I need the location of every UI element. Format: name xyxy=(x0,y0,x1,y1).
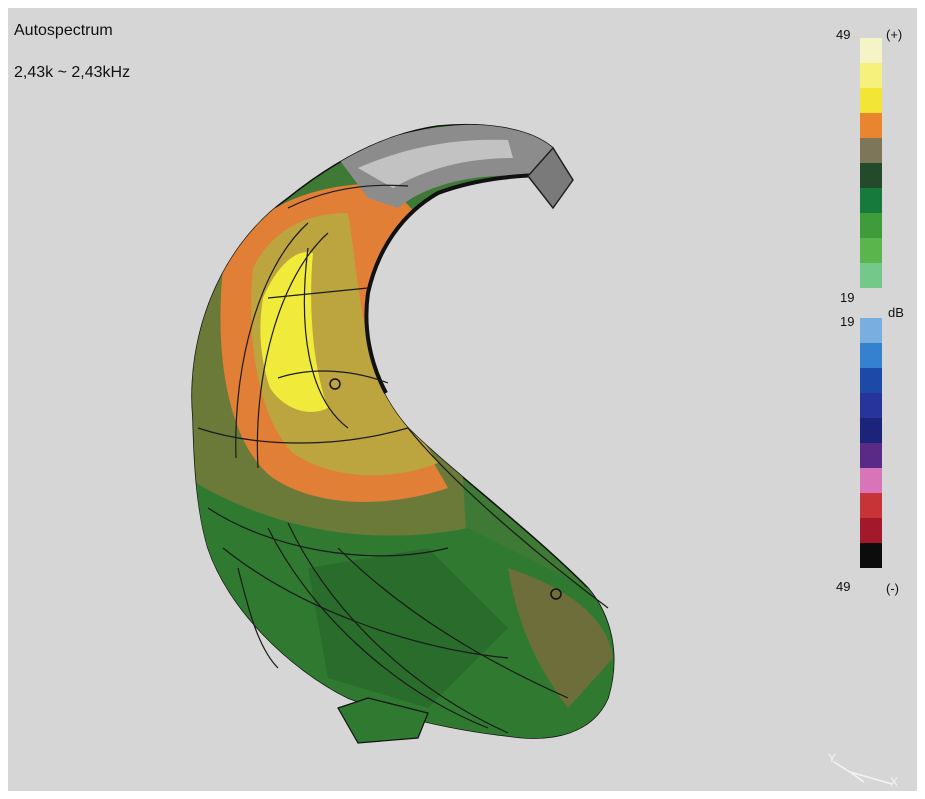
mesh-lines xyxy=(197,184,609,734)
scale-upper-segment xyxy=(860,38,882,63)
scale-positive-sign: (+) xyxy=(886,27,903,42)
frequency-range-label: 2,43k ~ 2,43kHz xyxy=(14,64,131,81)
scale-upper-segment xyxy=(860,238,882,263)
screw-upper-icon xyxy=(329,378,341,390)
scale-upper-segment xyxy=(860,188,882,213)
scale-lower-segment xyxy=(860,543,882,568)
color-scale xyxy=(860,38,882,568)
scale-bottom-value: 49 xyxy=(836,579,851,594)
scale-lower-top-value: 19 xyxy=(840,314,855,329)
view-title: Autospectrum xyxy=(14,22,113,39)
scale-upper-segment xyxy=(860,263,882,288)
scale-negative-sign: (-) xyxy=(886,581,899,596)
scale-unit: dB xyxy=(888,305,904,320)
hook-inner-edge xyxy=(364,173,569,394)
autospectrum-viewport[interactable]: Autospectrum 2,43k ~ 2,43kHz xyxy=(8,8,917,791)
screw-lower-icon xyxy=(550,588,562,600)
scale-upper-bottom-value: 19 xyxy=(840,290,855,305)
scale-top-value: 49 xyxy=(836,27,851,42)
axis-x-label: X xyxy=(890,775,898,789)
bottom-connector xyxy=(337,697,429,744)
scale-lower-segment xyxy=(860,418,882,443)
scale-lower-segment xyxy=(860,318,882,343)
scale-upper-segment xyxy=(860,213,882,238)
axis-y-label: Y xyxy=(828,751,836,765)
scale-upper-segment xyxy=(860,63,882,88)
scale-lower-segment xyxy=(860,468,882,493)
scale-lower-segment xyxy=(860,518,882,543)
axis-triad-icon: Y X xyxy=(828,751,898,789)
scale-lower-segment xyxy=(860,443,882,468)
scale-lower-segment xyxy=(860,493,882,518)
scale-lower-segment xyxy=(860,368,882,393)
scale-upper-segment xyxy=(860,88,882,113)
scale-upper-segment xyxy=(860,138,882,163)
scale-upper-segment xyxy=(860,163,882,188)
hearing-aid-3d-model[interactable] xyxy=(8,8,917,791)
scale-lower-segment xyxy=(860,393,882,418)
scale-upper-segment xyxy=(860,113,882,138)
hook-tip xyxy=(527,146,574,210)
scale-lower-segment xyxy=(860,343,882,368)
